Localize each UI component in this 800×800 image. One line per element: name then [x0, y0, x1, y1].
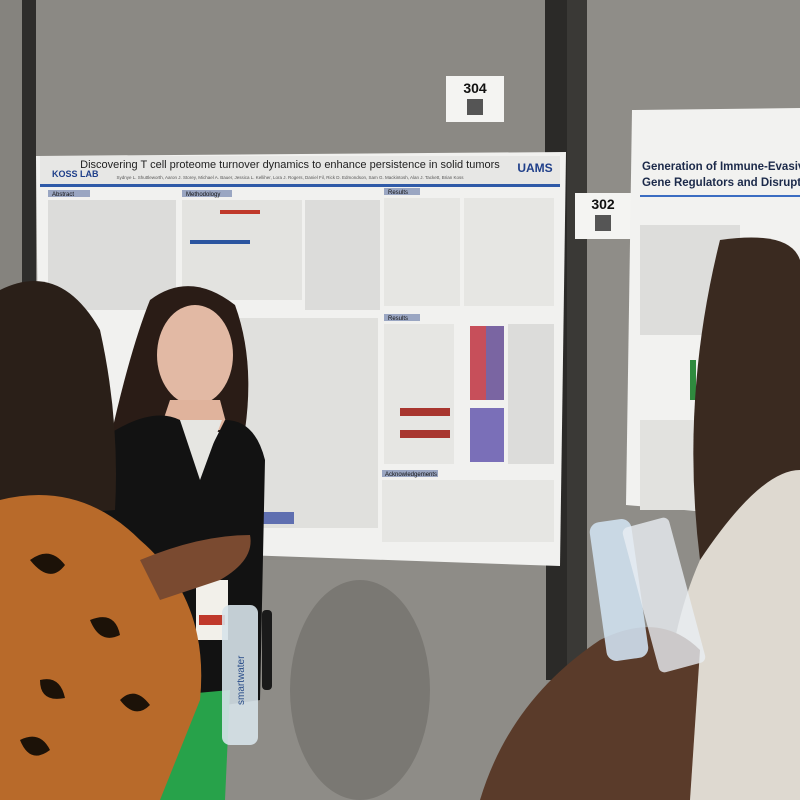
text-block [305, 200, 380, 310]
section-tab [182, 190, 232, 197]
poster-header [40, 156, 560, 184]
poster-title-line: Gene Regulators and Disrupti [642, 177, 800, 189]
header-rule [40, 184, 560, 187]
bag [480, 627, 700, 800]
face [157, 305, 233, 405]
figure-detail [690, 360, 696, 400]
qr-code [595, 215, 611, 231]
figure-detail [400, 430, 450, 438]
section-header: Abstract [52, 192, 74, 198]
phone [262, 610, 272, 690]
section-header: Acknowledgements [385, 472, 437, 478]
heatmap [486, 326, 504, 400]
poster-title: Discovering T cell proteome turnover dyn… [80, 159, 500, 171]
institution-logo: UAMS [517, 161, 552, 175]
text-block [508, 324, 554, 464]
poster-title-line: Generation of Immune-Evasiv [642, 161, 800, 173]
section-tab [384, 314, 420, 321]
booth-number: 304 [463, 80, 487, 96]
figure-panel [384, 324, 454, 464]
section-header: Methodology [186, 192, 220, 198]
section-tab [382, 470, 438, 477]
figure-detail [258, 512, 294, 524]
figure-panel [384, 198, 460, 306]
booth-number: 302 [591, 196, 615, 212]
figure-panel [464, 198, 554, 306]
badge-stripe [199, 615, 225, 625]
figure-detail [190, 240, 250, 244]
heatmap [470, 408, 504, 462]
poster-left: KOSS LAB Discovering T cell proteome tur… [36, 152, 566, 566]
bottle-label: smartwater [236, 655, 247, 705]
poster-authors: Sydnye L. Shuttleworth, Aaron J. Storey,… [117, 175, 465, 180]
braids [0, 281, 116, 520]
shadow [290, 580, 430, 800]
plastic-bag [622, 517, 706, 673]
attendee-right [480, 237, 800, 800]
figure-detail [220, 210, 260, 214]
section-tab [48, 190, 90, 197]
text-block [48, 200, 176, 310]
acknowledgements-block [382, 480, 554, 542]
section-header: Results [388, 316, 408, 322]
qr-code [467, 99, 483, 115]
water-bottle [222, 605, 258, 745]
pole [567, 0, 587, 680]
figure-panel [182, 200, 302, 300]
hand [140, 535, 251, 600]
section-tab [384, 188, 420, 195]
attendee-left [0, 281, 251, 800]
section-header: Results [388, 190, 408, 196]
lab-name: KOSS LAB [52, 169, 99, 179]
header-rule [640, 195, 800, 197]
shirt [180, 420, 222, 480]
figure-detail [400, 408, 450, 416]
